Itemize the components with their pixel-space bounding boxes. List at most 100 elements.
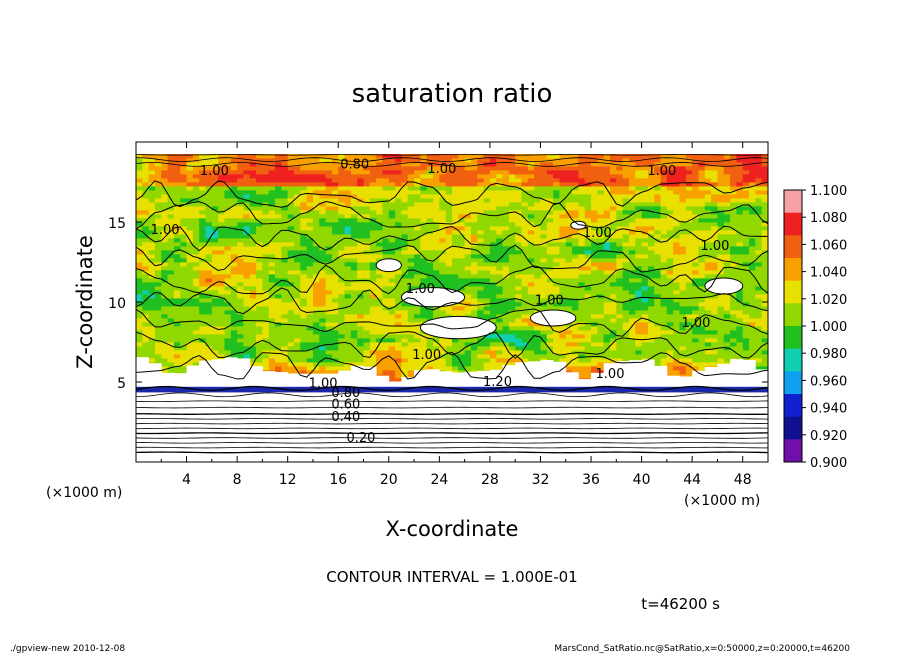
field-cell [578, 162, 586, 167]
field-cell [306, 278, 314, 283]
field-cell [281, 226, 289, 231]
field-cell [154, 266, 162, 271]
field-cell [553, 286, 560, 291]
field-cell [622, 274, 630, 279]
field-cell [401, 154, 409, 159]
field-cell [230, 326, 238, 331]
field-cell [363, 310, 371, 315]
field-cell [616, 190, 624, 195]
field-cell [496, 286, 503, 291]
field-cell [546, 226, 554, 231]
field-cell [331, 162, 339, 167]
field-cell [382, 218, 390, 223]
field-cell [628, 274, 636, 279]
field-cell [230, 170, 238, 175]
field-cell [641, 186, 649, 191]
field-cell [357, 294, 364, 299]
field-cell [249, 326, 257, 331]
field-cell [167, 350, 175, 355]
field-cell [148, 306, 156, 311]
field-cell [452, 274, 459, 279]
field-cell [230, 226, 238, 231]
field-cell [414, 330, 421, 335]
field-cell [319, 262, 326, 267]
field-cell [508, 158, 516, 163]
field-cell [388, 190, 396, 195]
field-cell [458, 310, 466, 315]
field-cell [294, 186, 301, 191]
field-cell [287, 270, 295, 275]
field-cell [237, 334, 244, 339]
field-cell [420, 158, 428, 163]
field-cell [477, 310, 484, 315]
field-cell [578, 370, 586, 375]
field-cell [350, 294, 358, 299]
field-cell [464, 250, 472, 255]
field-cell [572, 246, 579, 251]
field-cell [199, 302, 206, 307]
chart-title: saturation ratio [352, 79, 553, 109]
field-cell [230, 174, 238, 179]
field-cell [464, 254, 472, 259]
field-cell [180, 298, 187, 303]
field-cell [439, 338, 447, 343]
field-cell [502, 294, 510, 299]
field-cell [218, 350, 225, 355]
field-cell [610, 306, 617, 311]
field-cell [578, 254, 586, 259]
field-cell [445, 306, 453, 311]
field-cell [224, 346, 232, 351]
field-cell [470, 314, 478, 319]
field-cell [205, 222, 213, 227]
field-cell [559, 234, 567, 239]
field-cell [186, 322, 194, 327]
field-cell [584, 374, 592, 379]
field-cell [192, 242, 200, 247]
field-cell [205, 274, 213, 279]
field-cell [546, 182, 554, 187]
field-cell [331, 198, 339, 203]
field-cell [376, 362, 383, 367]
field-cell [237, 186, 244, 191]
field-cell [230, 334, 238, 339]
field-cell [249, 270, 257, 275]
field-cell [521, 234, 529, 239]
field-cell [407, 346, 415, 351]
field-cell [294, 226, 301, 231]
field-cell [401, 166, 409, 171]
field-cell [249, 322, 257, 327]
field-cell [382, 158, 390, 163]
field-cell [521, 286, 529, 291]
field-cell [243, 234, 251, 239]
field-cell [312, 186, 320, 191]
field-cell [237, 222, 244, 227]
field-cell [641, 294, 649, 299]
field-cell [553, 154, 560, 159]
field-cell [597, 234, 605, 239]
field-cell [534, 202, 541, 207]
field-cell [325, 222, 333, 227]
field-cell [382, 174, 390, 179]
field-cell [458, 230, 466, 235]
field-cell [414, 222, 421, 227]
field-cell [350, 346, 358, 351]
field-cell [610, 342, 617, 347]
field-cell [628, 294, 636, 299]
field-cell [154, 298, 162, 303]
field-cell [395, 274, 402, 279]
field-cell [502, 222, 510, 227]
field-cell [439, 154, 447, 159]
field-cell [243, 334, 251, 339]
field-cell [154, 218, 162, 223]
field-cell [521, 310, 529, 315]
field-cell [534, 222, 541, 227]
field-cell [553, 250, 560, 255]
field-cell [243, 190, 251, 195]
field-cell [357, 250, 364, 255]
field-cell [199, 314, 206, 319]
field-cell [610, 282, 617, 287]
field-cell [218, 158, 225, 163]
field-cell [426, 282, 434, 287]
field-cell [521, 258, 529, 263]
field-cell [401, 310, 409, 315]
